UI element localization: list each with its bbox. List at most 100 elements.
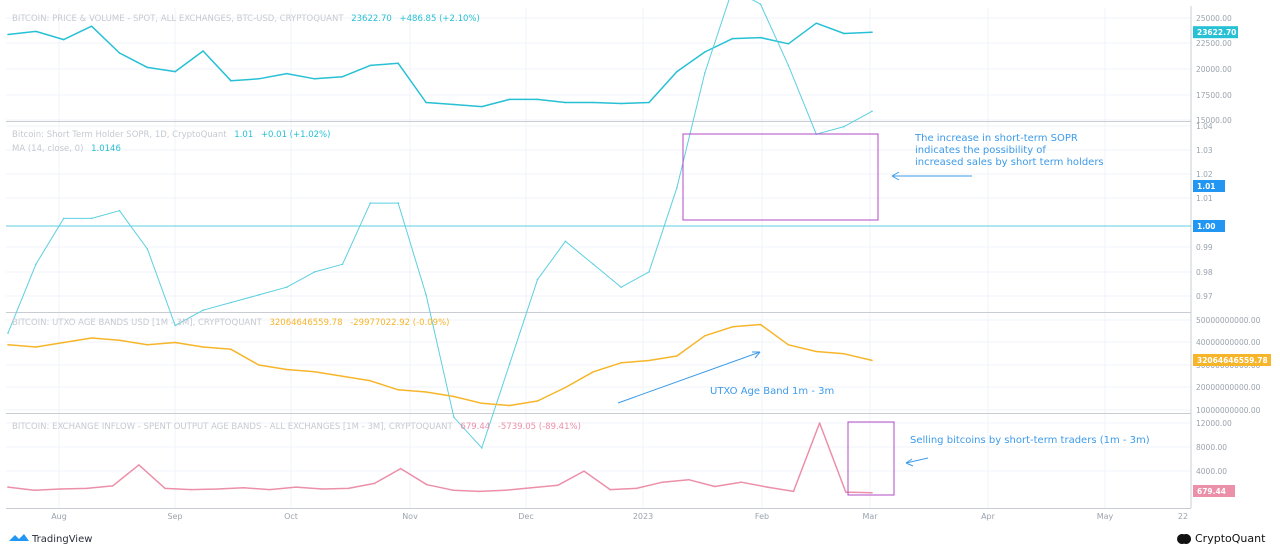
data-point: [676, 70, 678, 73]
data-point: [815, 22, 818, 25]
data-point: [620, 362, 622, 364]
data-point: [425, 294, 427, 296]
data-point: [845, 491, 847, 493]
data-point: [787, 64, 790, 67]
sopr-arrowhead-icon: [891, 171, 900, 181]
data-point: [285, 368, 288, 371]
data-point: [174, 70, 176, 73]
inflow-arrowhead-icon: [905, 458, 914, 467]
data-point: [564, 240, 567, 243]
data-point: [285, 286, 288, 289]
data-point: [347, 487, 350, 490]
data-point: [504, 489, 507, 492]
data-point: [146, 344, 149, 346]
x-tick-label: Feb: [755, 512, 769, 521]
sopr-line-badge-text: 1.00: [1197, 222, 1216, 231]
x-tick-label: Apr: [981, 512, 996, 521]
x-tick-label: Nov: [402, 512, 418, 521]
data-point: [118, 339, 121, 342]
sopr-ma-label: MA (14, close, 0) 1.0146: [12, 144, 121, 154]
data-point: [118, 52, 121, 54]
data-point: [341, 75, 344, 78]
y-tick-layer: 25000.00 22500.00 20000.00 17500.00 15000.00…: [1196, 14, 1261, 476]
utxo-badge-bg: [1193, 354, 1271, 366]
data-point: [285, 72, 288, 75]
data-point: [202, 346, 204, 348]
data-point: [174, 324, 176, 327]
x-tick-label: Mar: [862, 512, 878, 521]
data-point: [787, 43, 790, 45]
data-point: [564, 386, 567, 389]
data-point: [731, 326, 734, 328]
data-point: [508, 98, 511, 101]
data-point: [216, 488, 219, 490]
data-point: [321, 488, 324, 490]
x-tick-layer: Aug Sep Oct Nov Dec 2023 Feb Mar Apr May 22: [51, 512, 1188, 521]
utxo-badge: 32064646559.78: [1193, 354, 1271, 366]
x-tick-label: 2023: [633, 512, 653, 521]
series-line: [7, 22, 873, 108]
data-point: [740, 481, 742, 484]
utxo-last-value: 32064646559.78: [269, 318, 342, 328]
data-point: [313, 371, 316, 373]
y-tick-label: 20000.00: [1196, 65, 1232, 74]
data-point: [592, 263, 595, 266]
data-point: [871, 359, 873, 362]
tradingview-logo[interactable]: TradingView: [9, 534, 92, 545]
data-point: [62, 38, 65, 41]
price-change: +486.85 (+2.10%): [400, 14, 480, 24]
data-point: [676, 355, 678, 357]
data-point: [871, 110, 873, 113]
data-point: [190, 488, 193, 491]
y-tick-label: 25000.00: [1196, 14, 1232, 23]
data-point: [258, 78, 260, 80]
data-point: [202, 309, 204, 312]
inflow-annotation: Selling bitcoins by short-term traders (…: [910, 435, 1150, 446]
y-tick-label: 17500.00: [1196, 91, 1232, 100]
inflow-change: -5739.05 (-89.41%): [498, 422, 581, 432]
inflow-last-value: 679.44: [460, 422, 490, 432]
data-point: [111, 485, 114, 487]
series-line: [7, 323, 873, 407]
data-point: [452, 489, 454, 492]
data-point: [536, 400, 539, 402]
data-point: [508, 404, 511, 407]
data-point: [62, 217, 65, 220]
data-point: [35, 30, 37, 33]
data-point: [453, 395, 455, 398]
y-tick-label: 1.01: [1196, 194, 1213, 203]
data-point: [90, 217, 93, 220]
data-point: [397, 202, 400, 204]
data-point: [648, 359, 650, 362]
data-point: [90, 25, 93, 28]
series-line: [7, 0, 873, 449]
x-tick-label: Oct: [284, 512, 298, 521]
utxo-change: -29977022.92 (-0.09%): [350, 318, 449, 328]
cryptoquant-logo[interactable]: CryptoQuant: [1177, 532, 1266, 545]
y-tick-label: 1.02: [1196, 170, 1213, 179]
sopr-change: +0.01 (+1.02%): [261, 130, 331, 140]
data-point: [230, 80, 232, 82]
sopr-highlight-box: [682, 133, 879, 221]
data-point: [792, 490, 795, 493]
data-point: [481, 447, 483, 449]
cryptoquant-label: CryptoQuant: [1195, 532, 1266, 545]
data-point: [164, 487, 166, 490]
data-point: [592, 371, 595, 373]
data-point: [399, 467, 402, 470]
data-point: [397, 389, 400, 391]
sopr-line-badge: 1.00: [1193, 220, 1225, 232]
sopr-annotation: The increase in short-term SOPR indicate…: [914, 133, 1104, 168]
data-point: [7, 332, 9, 334]
inflow-title-text: BITCOIN: EXCHANGE INFLOW - SPENT OUTPUT …: [12, 422, 453, 432]
data-point: [815, 350, 818, 353]
x-tick-label: Sep: [167, 512, 182, 521]
price-last-value: 23622.70: [351, 14, 392, 24]
inflow-badge: 679.44: [1193, 485, 1235, 497]
sopr-value-badge-bg: [1193, 180, 1225, 192]
inflow-annotation-arrow: [905, 457, 929, 464]
data-point: [7, 486, 9, 488]
data-point: [508, 362, 511, 365]
price-pane-title: BITCOIN: PRICE & VOLUME - SPOT, ALL EXCH…: [12, 14, 480, 24]
price-badge-bg: [1193, 26, 1238, 39]
